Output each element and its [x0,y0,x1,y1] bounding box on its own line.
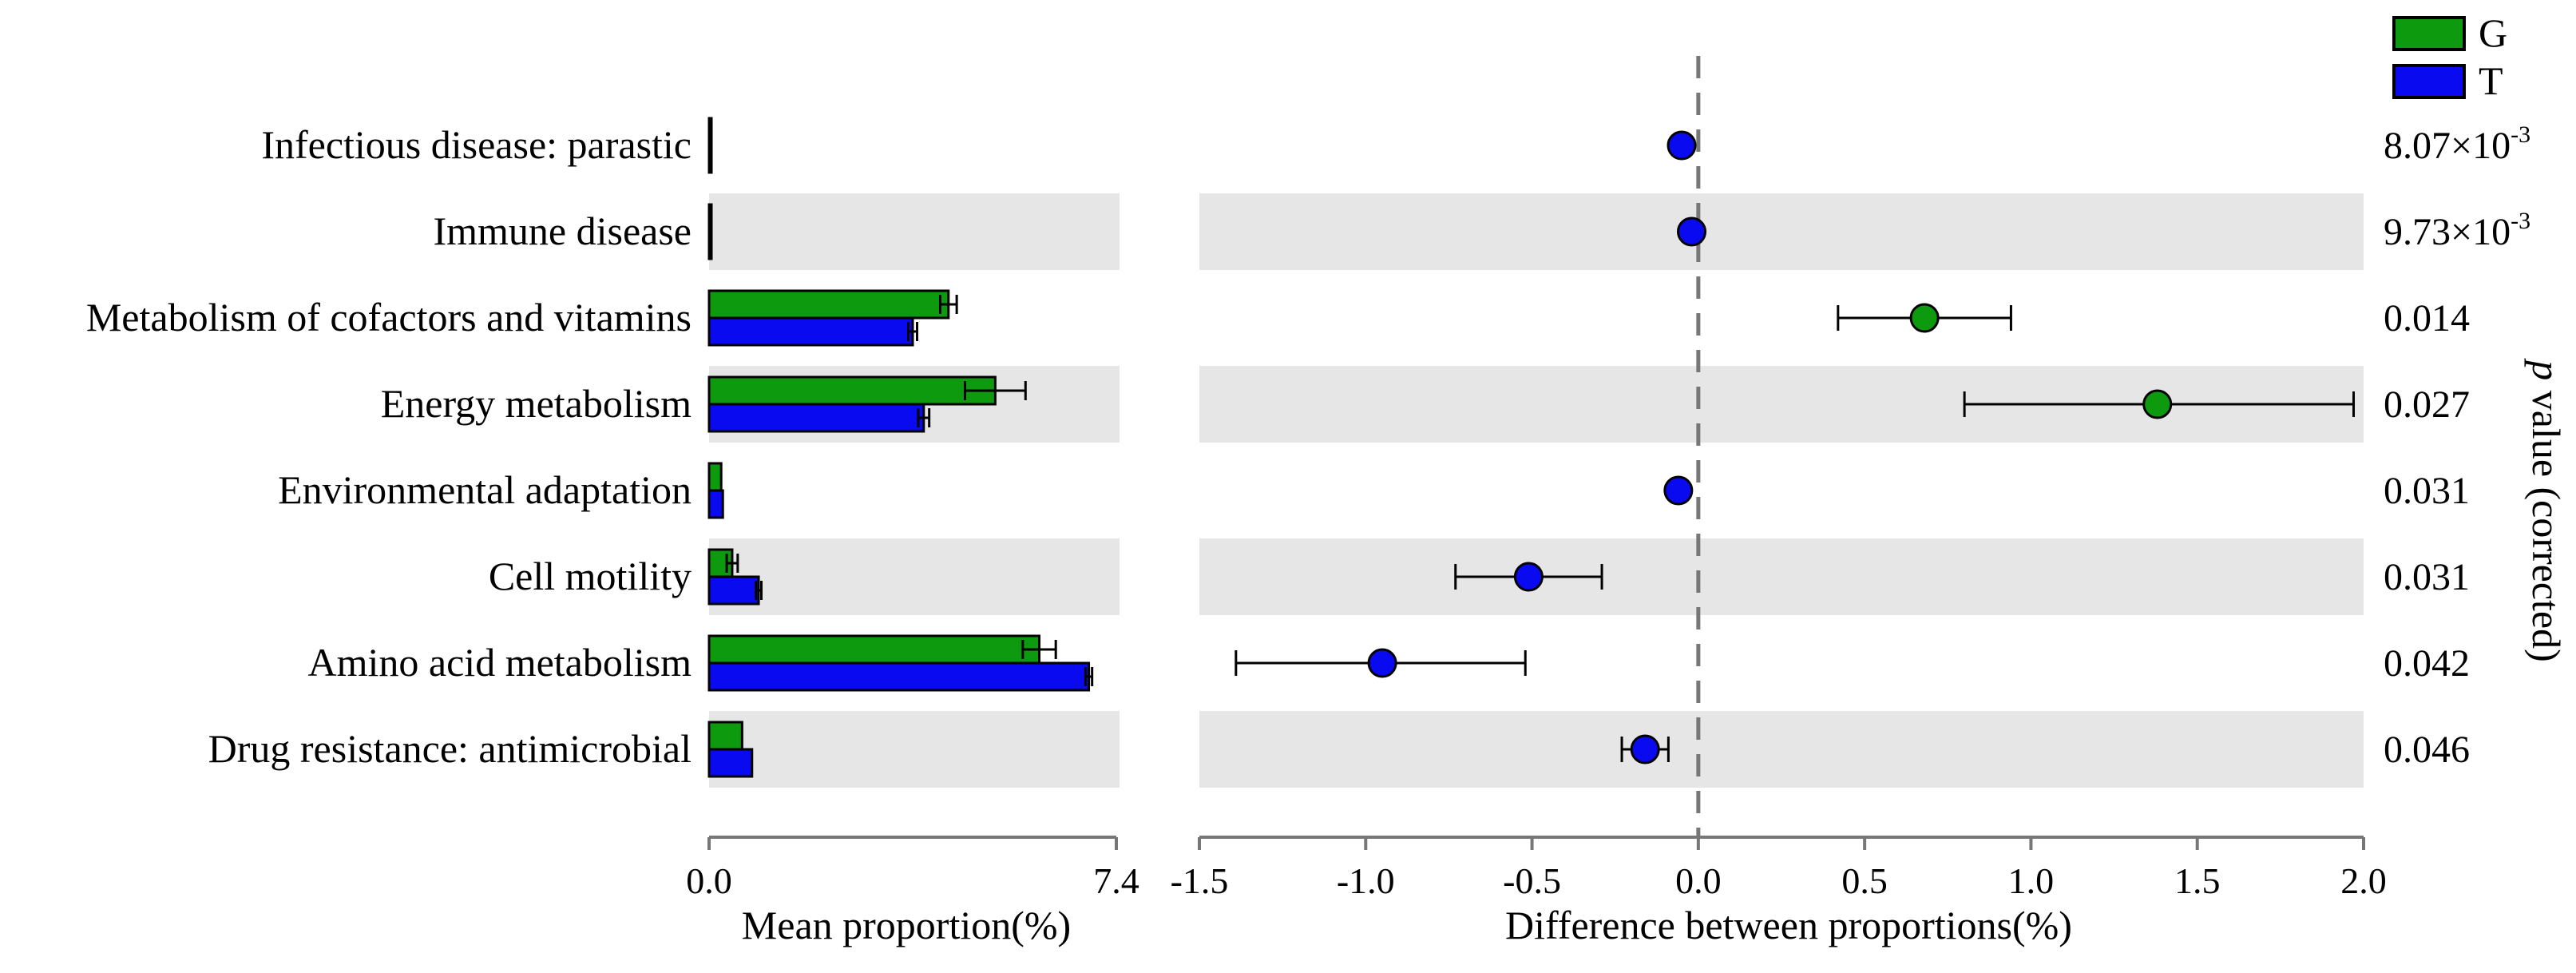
difference-point-drug-resistance-antimicrobial [1630,734,1660,764]
bar-t-infectious-disease-parastic [707,144,713,174]
p-value-label: 0.031 [2384,470,2470,512]
bar-t-immune-disease [707,230,713,260]
bar-g-immune-disease [707,203,713,233]
difference-tick-label: 1.5 [2174,860,2221,901]
category-label: Environmental adaptation [278,467,692,512]
bar-t-environmental-adaptation [707,489,724,519]
p-value-mantissa: 8.07×10 [2384,125,2511,167]
difference-tick-label: -1.0 [1337,860,1395,901]
difference-point-immune-disease [1677,216,1707,247]
legend-swatch-t [2392,64,2466,99]
bar-t-amino-acid-metabolism [707,661,1091,692]
p-value-axis-title: p value (corrected) [2524,358,2569,662]
bar-g-environmental-adaptation [707,462,723,492]
p-value-label: 0.046 [2384,729,2470,771]
bar-t-cell-motility [707,575,760,606]
legend-swatch-g [2392,16,2466,51]
mean-proportion-axis-label: Mean proportion(%) [742,903,1071,947]
stripe-right-cell-motility [1199,538,2364,615]
difference-tick-label: 0.0 [1675,860,1722,901]
category-label: Amino acid metabolism [308,640,692,685]
difference-tick-label: -0.5 [1503,860,1561,901]
category-label: Infectious disease: parastic [261,122,692,167]
bar-g-amino-acid-metabolism [707,634,1041,665]
bar-g-infectious-disease-parastic [707,117,713,147]
stripe-left-immune-disease [709,193,1120,270]
difference-point-amino-acid-metabolism [1367,648,1397,678]
stripe-right-drug-resistance-antimicrobial [1199,711,2364,788]
bar-g-drug-resistance-antimicrobial [707,721,743,751]
p-value-mantissa: 0.031 [2384,470,2470,512]
bar-g-energy-metabolism [707,375,997,406]
legend-label-t: T [2479,58,2503,103]
p-value-mantissa: 0.046 [2384,729,2470,771]
mean-proportion-panel: Infectious disease: parastic Immune disea… [86,117,1139,901]
p-value-mantissa: 0.042 [2384,642,2470,685]
mean-proportion-tick-label: 0.0 [686,860,732,901]
difference-point-infectious-disease-parastic [1666,130,1697,161]
p-value-column: 8.07×10-39.73×10-30.0140.0270.0310.0310.… [2384,121,2530,771]
difference-tick-label: 1.0 [2008,860,2055,901]
p-value-label: 0.031 [2384,556,2470,598]
row-stripes [709,193,2364,788]
difference-tick-label: 0.5 [1841,860,1888,901]
stripe-left-drug-resistance-antimicrobial [709,711,1120,788]
p-value-label: 9.73×10-3 [2384,208,2530,253]
p-value-title-rest: value (corrected) [2524,380,2569,662]
p-value-label: 0.014 [2384,297,2470,340]
p-value-label: 0.042 [2384,642,2470,685]
difference-point-environmental-adaptation [1663,475,1694,506]
p-value-mantissa: 0.027 [2384,383,2470,426]
bar-t-energy-metabolism [707,403,925,433]
legend: GT [2392,10,2507,103]
stripe-left-cell-motility [709,538,1120,615]
difference-point-energy-metabolism [2142,389,2173,419]
difference-point-cell-motility [1513,562,1544,592]
category-label: Drug resistance: antimicrobial [208,726,692,771]
p-value-title-italic: p [2524,358,2569,380]
p-value-exponent: -3 [2511,121,2530,148]
category-label: Metabolism of cofactors and vitamins [86,295,692,340]
category-label: Immune disease [433,208,692,253]
legend-label-g: G [2479,10,2507,55]
category-label: Energy metabolism [381,381,692,426]
difference-tick-label: -1.5 [1171,860,1229,901]
mean-proportion-tick-label: 7.4 [1093,860,1139,901]
bar-t-metabolism-of-cofactors-and-vitamins [707,316,914,347]
p-value-mantissa: 0.014 [2384,297,2470,340]
difference-panel: -1.5 -1.0 -0.5 0.0 0.5 1.0 1.5 2.0 [1171,56,2387,901]
p-value-label: 8.07×10-3 [2384,121,2530,167]
bar-g-metabolism-of-cofactors-and-vitamins [707,289,950,320]
p-value-exponent: -3 [2511,208,2530,234]
p-value-mantissa: 0.031 [2384,556,2470,598]
category-label: Cell motility [489,554,692,598]
p-value-mantissa: 9.73×10 [2384,211,2511,253]
stripe-right-immune-disease [1199,193,2364,270]
bar-t-drug-resistance-antimicrobial [707,748,754,778]
p-value-label: 0.027 [2384,383,2470,426]
difference-tick-label: 2.0 [2340,860,2387,901]
difference-axis-label: Difference between proportions(%) [1505,903,2072,947]
difference-point-metabolism-of-cofactors-and-vitamins [1909,303,1940,333]
